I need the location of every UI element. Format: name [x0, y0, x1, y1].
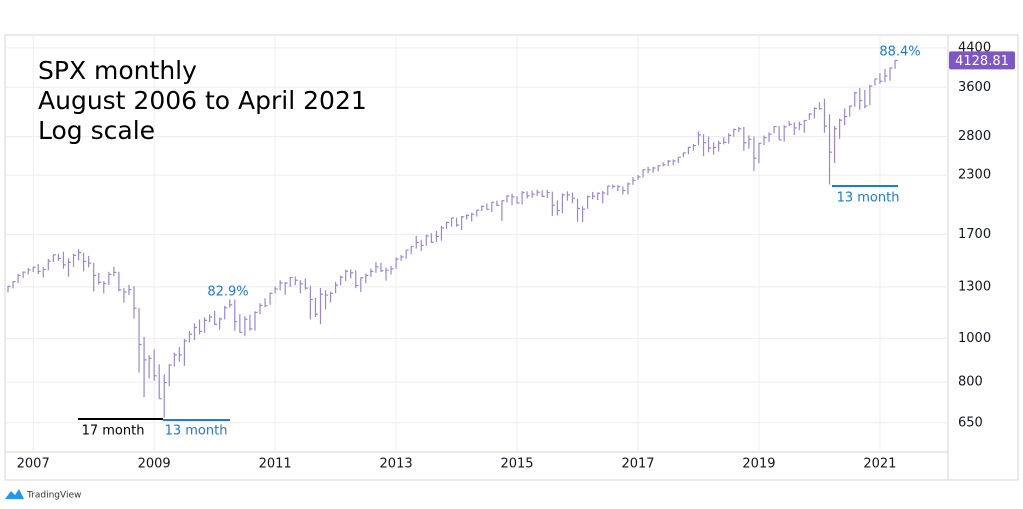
annotation: 13 month: [837, 191, 900, 206]
annotation: 88.4%: [879, 45, 920, 60]
x-tick-label: 2013: [380, 457, 413, 472]
x-tick-label: 2021: [863, 457, 896, 472]
x-tick-label: 2015: [500, 457, 533, 472]
frame: [4, 34, 1019, 481]
x-tick-label: 2011: [259, 457, 292, 472]
title-line: Log scale: [38, 116, 155, 145]
y-tick-label: 2300: [958, 168, 991, 183]
bars: [7, 59, 898, 418]
grid: [5, 35, 948, 452]
logo: TradingView: [5, 489, 81, 501]
y-tick-label: 1300: [958, 279, 991, 294]
last-price-label: 4128.81: [955, 54, 1009, 69]
y-tick-label: 650: [958, 415, 983, 430]
y-tick-label: 1000: [958, 331, 991, 346]
y-tick-label: 1700: [958, 227, 991, 242]
y-tick-label: 800: [958, 375, 983, 390]
x-tick-label: 2019: [742, 457, 775, 472]
x-tick-label: 2017: [621, 457, 654, 472]
annotation: 17 month: [82, 424, 145, 439]
last-price-box: [949, 51, 1015, 70]
x-tick-label: 2007: [17, 457, 50, 472]
title-line: SPX monthly: [38, 56, 197, 85]
x-tick-label: 2009: [138, 457, 171, 472]
y-tick-label: 2800: [958, 129, 991, 144]
y-tick-label: 3600: [958, 80, 991, 95]
annotation: 13 month: [165, 424, 228, 439]
title-line: August 2006 to April 2021: [38, 86, 367, 115]
watermark: TradingView: [26, 491, 81, 501]
annotation: 82.9%: [207, 285, 248, 300]
